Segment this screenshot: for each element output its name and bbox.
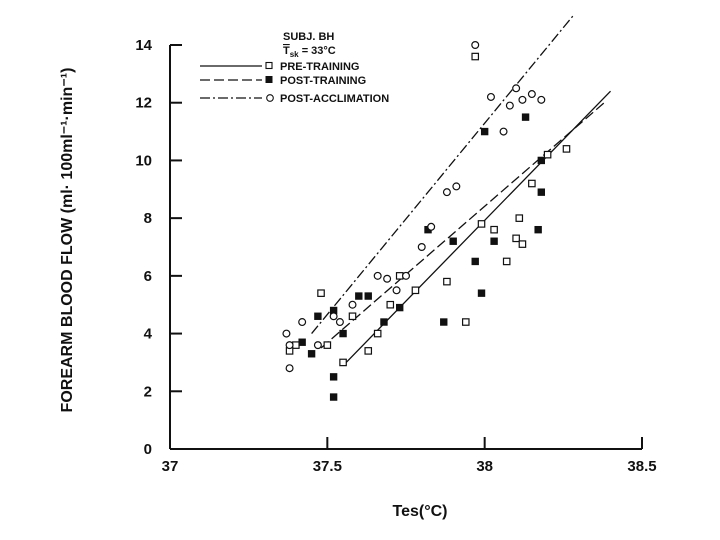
data-point-post-acclimation	[383, 274, 392, 283]
data-point-pre-training	[443, 277, 451, 286]
legend-label-pre: PRE-TRAINING	[280, 61, 359, 73]
data-point-post-acclimation	[505, 101, 514, 110]
fit-line-post-acclimation	[311, 15, 574, 334]
tsk-value: = 33°C	[299, 45, 336, 57]
data-points	[282, 40, 571, 401]
y-tick-label: 2	[144, 383, 152, 400]
y-tick-label: 6	[144, 268, 152, 285]
data-point-post-acclimation	[499, 127, 508, 136]
legend-subject: SUBJ. BH	[283, 31, 334, 43]
data-point-pre-training	[528, 179, 536, 188]
data-point-post-training	[307, 350, 316, 358]
data-point-post-training	[440, 318, 448, 326]
data-point-pre-training	[348, 312, 357, 321]
data-point-post-training	[537, 188, 546, 196]
data-point-pre-training	[292, 341, 300, 349]
data-point-post-acclimation	[335, 318, 344, 327]
legend-marker-accl	[266, 94, 274, 102]
data-point-pre-training	[323, 341, 332, 349]
data-point-post-acclimation	[518, 95, 527, 104]
data-point-post-training	[298, 338, 306, 346]
data-point-post-acclimation	[373, 271, 382, 280]
data-point-post-acclimation	[313, 341, 322, 350]
y-tick-label: 10	[135, 152, 152, 169]
data-point-pre-training	[386, 300, 395, 309]
data-point-pre-training	[490, 225, 498, 234]
data-point-post-training	[329, 393, 338, 401]
y-tick-label: 12	[135, 95, 152, 112]
data-point-post-acclimation	[471, 40, 480, 49]
data-point-post-acclimation	[537, 95, 546, 104]
data-point-post-training	[521, 113, 530, 121]
data-point-pre-training	[477, 220, 486, 228]
data-point-pre-training	[562, 145, 571, 153]
y-tick-label: 0	[144, 441, 152, 458]
x-tick-label: 37	[162, 458, 179, 475]
data-point-post-acclimation	[348, 300, 357, 309]
tsk-subscript: sk	[290, 50, 299, 59]
x-axis-label: Tes(°C)	[393, 503, 448, 520]
data-point-pre-training	[502, 257, 511, 266]
data-point-post-training	[449, 237, 457, 245]
data-point-post-acclimation	[329, 312, 338, 321]
data-point-pre-training	[411, 286, 420, 295]
data-point-pre-training	[395, 272, 404, 280]
y-tick-label: 14	[135, 37, 152, 54]
x-axis-ticks: 37 37.5 38 38.5	[162, 437, 657, 475]
legend-label-post: POST-TRAINING	[280, 75, 366, 87]
tsk-symbol: T	[283, 45, 290, 57]
data-point-post-acclimation	[392, 286, 401, 295]
data-point-post-acclimation	[427, 222, 436, 231]
y-axis-label: FOREARM BLOOD FLOW (ml· 100ml⁻¹·min⁻¹)	[59, 68, 76, 413]
data-point-post-training	[380, 318, 388, 326]
data-point-post-acclimation	[486, 92, 495, 101]
fit-line-post-training	[320, 102, 605, 349]
data-point-pre-training	[339, 358, 347, 367]
data-point-post-acclimation	[452, 182, 461, 191]
data-point-pre-training	[364, 347, 373, 355]
data-point-post-training	[490, 237, 498, 245]
data-point-pre-training	[317, 289, 325, 297]
data-point-post-acclimation	[285, 364, 294, 373]
legend: SUBJ. BH Tsk = 33°C PRE-TRAINING POST-TR…	[200, 31, 389, 105]
y-tick-label: 4	[144, 326, 153, 343]
x-tick-label: 37.5	[313, 458, 342, 475]
legend-label-accl: POST-ACCLIMATION	[280, 93, 389, 105]
data-point-post-acclimation	[402, 271, 411, 280]
data-point-pre-training	[461, 318, 470, 326]
data-point-post-training	[534, 225, 542, 234]
plot-area	[169, 45, 642, 450]
data-point-pre-training	[512, 234, 520, 243]
data-point-post-acclimation	[512, 84, 521, 93]
data-point-pre-training	[518, 240, 527, 248]
data-point-post-training	[339, 329, 347, 338]
data-point-post-acclimation	[298, 318, 307, 327]
data-point-post-training	[329, 373, 338, 381]
data-point-post-training	[364, 292, 372, 300]
data-point-post-training	[537, 156, 546, 165]
data-point-post-acclimation	[527, 90, 536, 99]
data-point-post-acclimation	[417, 243, 426, 252]
y-tick-label: 8	[144, 210, 152, 227]
legend-marker-pre	[265, 61, 273, 70]
x-tick-label: 38.5	[627, 458, 656, 475]
data-point-pre-training	[471, 52, 480, 61]
x-tick-label: 38	[476, 458, 493, 475]
data-point-pre-training	[515, 214, 524, 222]
data-point-pre-training	[373, 329, 382, 338]
data-point-post-acclimation	[442, 188, 451, 197]
data-point-pre-training	[543, 150, 552, 159]
legend-marker-post	[265, 76, 273, 83]
data-point-post-training	[396, 303, 404, 312]
data-point-post-training	[471, 257, 479, 266]
data-point-post-acclimation	[285, 341, 294, 350]
data-point-post-acclimation	[282, 329, 291, 338]
data-point-post-training	[314, 312, 322, 320]
legend-tsk: Tsk = 33°C	[283, 45, 336, 59]
y-axis-ticks: 0 2 4 6 8 10 12 14	[135, 37, 182, 458]
data-point-post-training	[355, 292, 363, 300]
data-point-post-training	[480, 127, 489, 136]
data-point-post-training	[477, 289, 486, 297]
